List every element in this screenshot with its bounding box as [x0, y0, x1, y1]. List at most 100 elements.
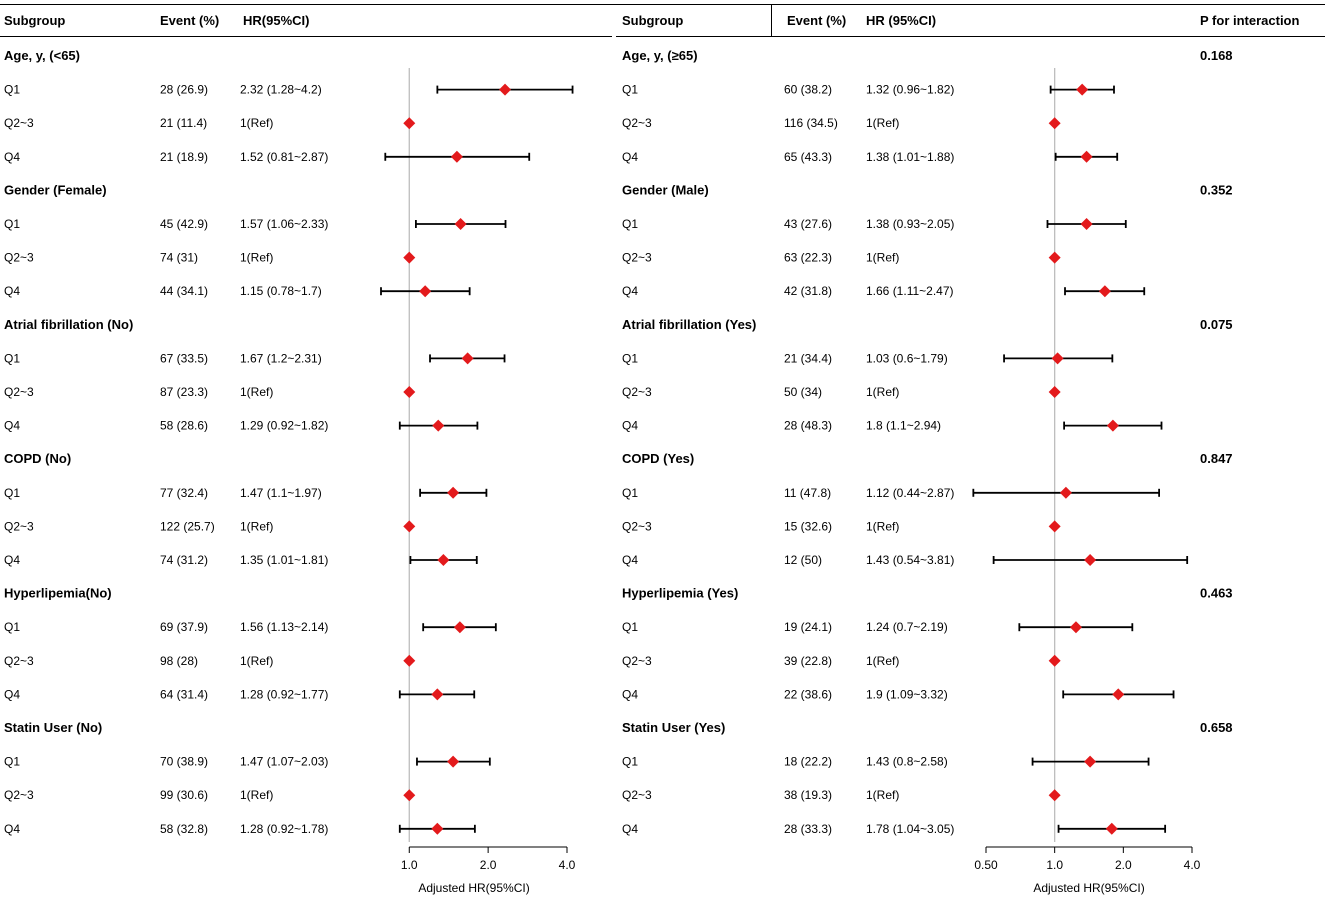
x-axis-label: Adjusted HR(95%CI)	[1033, 881, 1144, 895]
row-event: 98 (28)	[160, 654, 198, 668]
row-event: 12 (50)	[784, 553, 822, 567]
row-hr-ci: 2.32 (1.28~4.2)	[240, 83, 322, 97]
row-label: Q4	[4, 284, 20, 298]
row-hr-ci: 1.43 (0.8~2.58)	[866, 755, 948, 769]
row-event: 74 (31.2)	[160, 553, 208, 567]
row-event: 38 (19.3)	[784, 788, 832, 802]
hr-point-marker	[1080, 150, 1093, 163]
hr-point-marker	[431, 822, 444, 835]
x-axis-tick-label: 4.0	[1184, 858, 1201, 872]
row-label: Q1	[4, 217, 20, 231]
row-hr-ci: 1.38 (1.01~1.88)	[866, 150, 954, 164]
row-hr-ci: 1(Ref)	[240, 654, 273, 668]
hr-point-marker	[1080, 218, 1093, 230]
subgroup-header: Gender (Female)	[4, 182, 107, 197]
row-hr-ci: 1.56 (1.13~2.14)	[240, 620, 328, 634]
p-interaction-value: 0.168	[1200, 48, 1233, 63]
subgroup-header: Hyperlipemia(No)	[4, 586, 112, 601]
row-label: Q1	[4, 755, 20, 769]
row-hr-ci: 1(Ref)	[240, 788, 273, 802]
row-event: 50 (34)	[784, 385, 822, 399]
hr-point-marker	[1051, 352, 1064, 365]
row-label: Q2~3	[622, 788, 652, 802]
row-label: Q2~3	[4, 251, 34, 265]
hr-point-marker	[461, 352, 474, 365]
row-event: 28 (48.3)	[784, 419, 832, 433]
p-interaction-value: 0.463	[1200, 586, 1233, 601]
row-event: 67 (33.5)	[160, 351, 208, 365]
hr-point-marker	[403, 117, 416, 130]
row-event: 87 (23.3)	[160, 385, 208, 399]
row-label: Q4	[622, 553, 638, 567]
row-hr-ci: 1.47 (1.07~2.03)	[240, 755, 328, 769]
row-hr-ci: 1(Ref)	[240, 251, 273, 265]
row-event: 69 (37.9)	[160, 620, 208, 634]
subgroup-header: COPD (Yes)	[622, 451, 694, 466]
row-hr-ci: 1.43 (0.54~3.81)	[866, 553, 954, 567]
subgroup-header: Statin User (Yes)	[622, 720, 725, 735]
hr-point-marker	[447, 486, 460, 499]
row-label: Q2~3	[4, 788, 34, 802]
row-event: 21 (11.4)	[160, 116, 207, 130]
row-label: Q4	[622, 687, 638, 701]
x-axis-tick-label: 1.0	[1046, 858, 1063, 872]
row-label: Q4	[622, 284, 638, 298]
subgroup-header: Atrial fibrillation (Yes)	[622, 317, 756, 332]
row-event: 122 (25.7)	[160, 519, 215, 533]
hr-point-marker	[447, 755, 460, 768]
hr-point-marker	[432, 419, 445, 432]
row-label: Q1	[622, 217, 638, 231]
row-event: 65 (43.3)	[784, 150, 832, 164]
row-label: Q4	[622, 150, 638, 164]
row-label: Q2~3	[4, 519, 34, 533]
header-left-event: Event (%)	[160, 13, 219, 28]
header-right-p: P for interaction	[1200, 13, 1300, 28]
row-hr-ci: 1.47 (1.1~1.97)	[240, 486, 322, 500]
row-label: Q2~3	[622, 251, 652, 265]
row-event: 19 (24.1)	[784, 620, 832, 634]
hr-point-marker	[1048, 251, 1061, 264]
hr-point-marker	[499, 83, 512, 96]
row-hr-ci: 1(Ref)	[866, 116, 899, 130]
row-label: Q4	[4, 553, 20, 567]
row-hr-ci: 1.24 (0.7~2.19)	[866, 620, 948, 634]
row-hr-ci: 1.52 (0.81~2.87)	[240, 150, 328, 164]
hr-point-marker	[419, 285, 432, 298]
row-label: Q2~3	[4, 385, 34, 399]
hr-point-marker	[454, 218, 467, 230]
row-hr-ci: 1(Ref)	[240, 116, 273, 130]
row-label: Q4	[4, 822, 20, 836]
row-event: 43 (27.6)	[784, 217, 832, 231]
row-hr-ci: 1.29 (0.92~1.82)	[240, 419, 328, 433]
subgroup-header: Hyperlipemia (Yes)	[622, 586, 738, 601]
row-label: Q4	[622, 419, 638, 433]
row-event: 15 (32.6)	[784, 519, 832, 533]
row-label: Q2~3	[622, 519, 652, 533]
x-axis-label: Adjusted HR(95%CI)	[418, 881, 529, 895]
row-label: Q1	[4, 486, 20, 500]
hr-point-marker	[1048, 789, 1061, 802]
header-right-event: Event (%)	[787, 13, 846, 28]
hr-point-marker	[1069, 621, 1082, 634]
row-hr-ci: 1.15 (0.78~1.7)	[240, 284, 322, 298]
hr-point-marker	[1112, 688, 1125, 701]
hr-point-marker	[403, 654, 416, 667]
row-label: Q2~3	[4, 654, 34, 668]
row-hr-ci: 1(Ref)	[866, 385, 899, 399]
hr-point-marker	[1105, 822, 1118, 835]
hr-point-marker	[1048, 654, 1061, 667]
subgroup-header: Age, y, (≥65)	[622, 48, 698, 63]
row-hr-ci: 1.8 (1.1~2.94)	[866, 419, 941, 433]
hr-point-marker	[1084, 554, 1097, 566]
hr-point-marker	[1084, 755, 1097, 768]
p-interaction-value: 0.352	[1200, 182, 1233, 197]
hr-point-marker	[403, 520, 416, 533]
row-event: 58 (28.6)	[160, 419, 208, 433]
hr-point-marker	[1048, 117, 1061, 130]
hr-point-marker	[437, 554, 450, 566]
row-label: Q4	[4, 150, 20, 164]
header-right-hr: HR (95%CI)	[866, 13, 936, 28]
row-label: Q1	[622, 83, 638, 97]
row-hr-ci: 1.9 (1.09~3.32)	[866, 687, 948, 701]
